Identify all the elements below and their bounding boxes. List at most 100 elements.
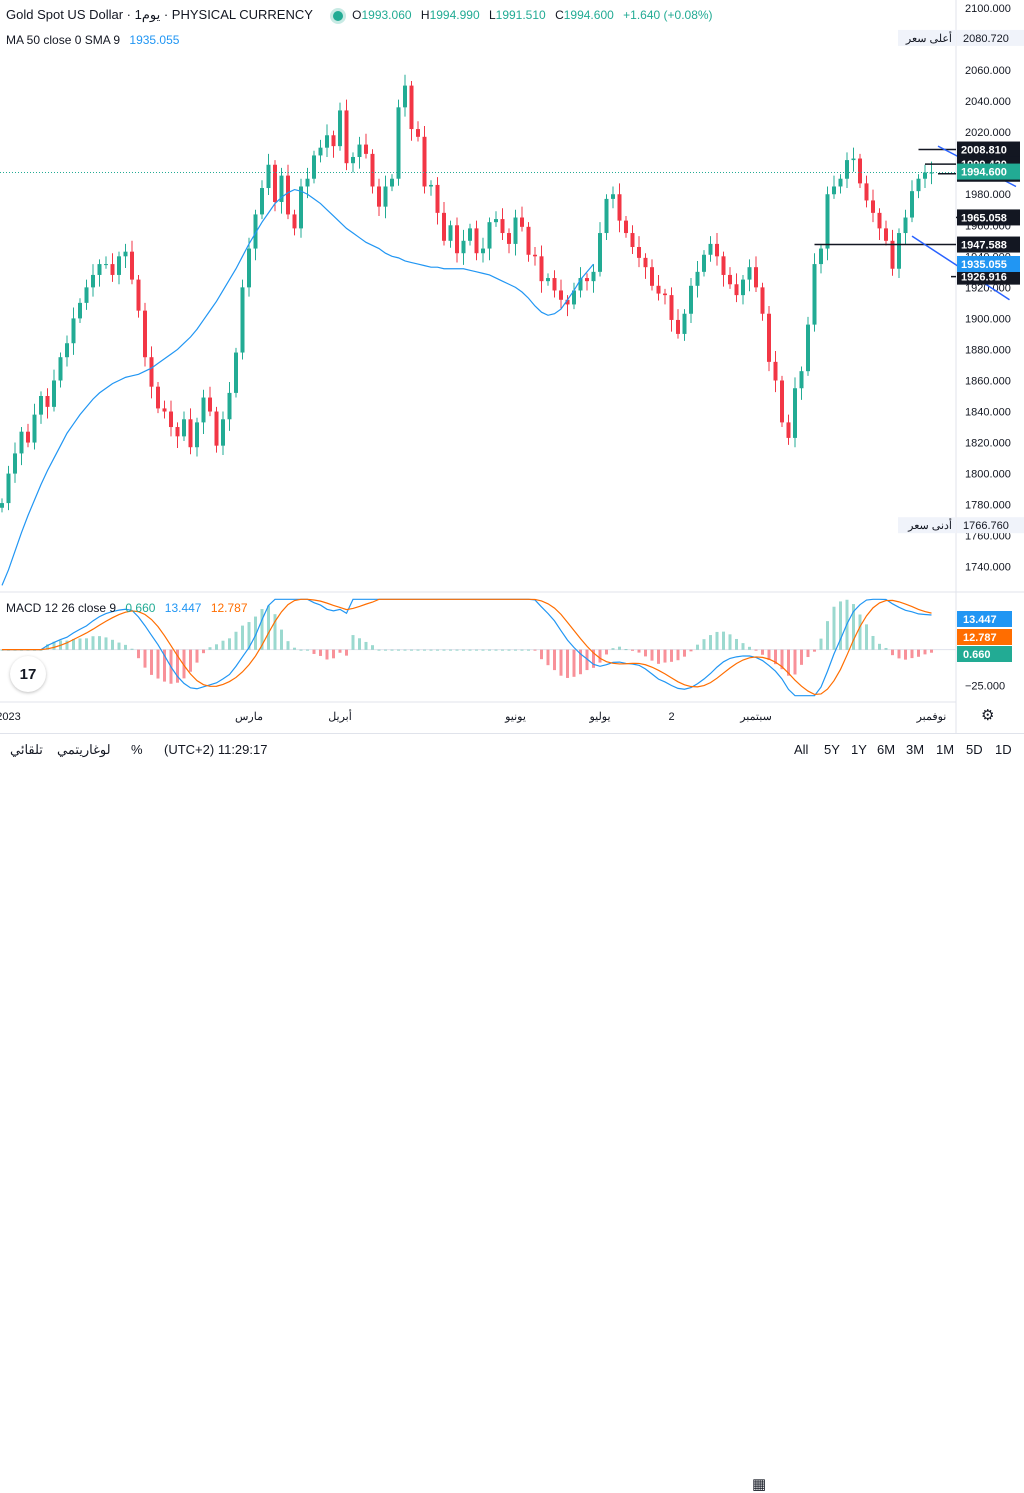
range-button-1d[interactable]: 1D bbox=[995, 742, 1012, 757]
macd-histogram-bar bbox=[202, 649, 205, 654]
time-tick-label: أبريل bbox=[328, 709, 352, 723]
calendar-icon[interactable]: ▦ bbox=[752, 1476, 767, 1493]
candle bbox=[58, 357, 63, 381]
price-tick-label: 1900.000 bbox=[965, 313, 1011, 325]
macd-histogram-bar bbox=[774, 649, 777, 665]
high-price-marker-box bbox=[898, 29, 956, 46]
price-tick-label: 1760.000 bbox=[965, 531, 1011, 543]
range-button-5d[interactable]: 5D bbox=[966, 742, 983, 757]
candle bbox=[227, 392, 232, 420]
timezone-button[interactable]: (UTC+2) 11:29:17 bbox=[164, 742, 268, 757]
candle bbox=[637, 247, 641, 258]
macd-histogram-bar bbox=[273, 614, 277, 650]
macd-histogram-bar bbox=[429, 649, 433, 651]
range-button-1m[interactable]: 1M bbox=[936, 742, 955, 757]
candle bbox=[0, 503, 4, 508]
macd-histogram-bar bbox=[319, 649, 322, 656]
macd-tick-label: −25.000 bbox=[965, 681, 1005, 693]
chart-area[interactable]: 2100.0002080.0002060.0002040.0002020.000… bbox=[0, 0, 1024, 733]
auto-scale-button[interactable]: تلقائي bbox=[10, 742, 43, 757]
macd-histogram-bar bbox=[657, 649, 660, 664]
macd-histogram-bar bbox=[286, 641, 290, 650]
candle bbox=[890, 240, 895, 269]
candle bbox=[500, 219, 505, 234]
macd-histogram-bar bbox=[410, 649, 413, 651]
candle bbox=[357, 144, 362, 157]
level-badge-text: 1965.058 bbox=[961, 212, 1007, 224]
macd-histogram-bar bbox=[800, 649, 803, 665]
candle bbox=[6, 473, 11, 504]
candle bbox=[149, 357, 154, 387]
low-price-marker-box bbox=[898, 517, 956, 534]
macd-histogram-bar bbox=[891, 649, 894, 656]
macd-histogram-bar bbox=[540, 649, 543, 660]
range-button-all[interactable]: All bbox=[794, 742, 809, 757]
macd-histogram-bar bbox=[462, 649, 465, 651]
gear-icon[interactable]: ⚙ bbox=[981, 707, 995, 724]
tradingview-logo-icon[interactable]: 17 bbox=[10, 656, 46, 692]
candle bbox=[884, 228, 888, 241]
ma-line bbox=[1, 188, 594, 586]
macd-histogram-bar bbox=[267, 605, 270, 650]
candle bbox=[195, 422, 199, 448]
macd-histogram-bar bbox=[910, 649, 914, 659]
level-badge bbox=[957, 268, 1020, 285]
macd-histogram-bar bbox=[312, 649, 316, 654]
macd-histogram-bar bbox=[130, 648, 134, 650]
macd-histogram-bar bbox=[897, 649, 901, 659]
candle bbox=[292, 214, 297, 229]
candle bbox=[377, 186, 381, 207]
candle bbox=[786, 422, 791, 438]
macd-histogram-bar bbox=[670, 649, 673, 662]
macd-histogram-bar bbox=[241, 625, 244, 650]
level-badge bbox=[957, 236, 1020, 253]
candle bbox=[702, 254, 706, 272]
candle bbox=[591, 271, 596, 282]
candle bbox=[65, 343, 69, 358]
macd-histogram-bar bbox=[338, 649, 342, 653]
price-tick-label: 1880.000 bbox=[965, 344, 1011, 356]
macd-histogram-bar bbox=[494, 649, 498, 651]
candle bbox=[923, 172, 927, 179]
macd-histogram-bar bbox=[709, 635, 712, 650]
candle bbox=[507, 233, 511, 244]
price-tick-label: 2040.000 bbox=[965, 96, 1011, 108]
macd-histogram-bar bbox=[475, 649, 478, 651]
macd-signal-line bbox=[2, 598, 932, 696]
macd-histogram-bar bbox=[624, 649, 628, 651]
percent-scale-button[interactable]: % bbox=[131, 742, 143, 757]
candle bbox=[338, 110, 342, 147]
candle bbox=[429, 184, 433, 187]
range-button-3m[interactable]: 3M bbox=[906, 742, 925, 757]
close-price-badge bbox=[957, 163, 1020, 180]
macd-histogram-bar bbox=[767, 649, 771, 661]
macd-histogram-bar bbox=[559, 649, 563, 676]
candle bbox=[175, 427, 180, 437]
macd-histogram-bar bbox=[917, 649, 920, 657]
ma-legend[interactable]: MA 50 close 0 SMA 9 1935.055 bbox=[6, 33, 180, 47]
macd-histogram-bar bbox=[598, 649, 602, 663]
macd-histogram-bar bbox=[468, 649, 472, 651]
range-button-5y[interactable]: 5Y bbox=[824, 742, 840, 757]
candle bbox=[721, 256, 726, 275]
candle bbox=[370, 153, 375, 187]
macd-histogram-bar bbox=[663, 649, 667, 663]
candle bbox=[812, 264, 817, 325]
candle bbox=[903, 217, 908, 234]
macd-legend[interactable]: MACD 12 26 close 9 0.660 13.447 12.787 bbox=[6, 601, 248, 615]
macd-histogram-bar bbox=[384, 649, 387, 651]
macd-histogram-bar bbox=[683, 649, 686, 657]
candle bbox=[312, 155, 316, 179]
candle bbox=[695, 271, 700, 286]
log-scale-button[interactable]: لوغاريتمي bbox=[57, 742, 111, 757]
macd-histogram-bar bbox=[455, 649, 459, 651]
low-price-marker-value-box bbox=[957, 517, 1024, 534]
low-price-marker-label: أدنى سعر bbox=[907, 518, 952, 532]
candle bbox=[435, 184, 440, 213]
symbol-title[interactable]: Gold Spot US Dollar · يوم1 · PHYSICAL CU… bbox=[6, 7, 313, 22]
candle bbox=[832, 186, 836, 195]
candle bbox=[643, 257, 648, 268]
candle bbox=[123, 251, 128, 257]
range-button-1y[interactable]: 1Y bbox=[851, 742, 867, 757]
range-button-6m[interactable]: 6M bbox=[877, 742, 896, 757]
